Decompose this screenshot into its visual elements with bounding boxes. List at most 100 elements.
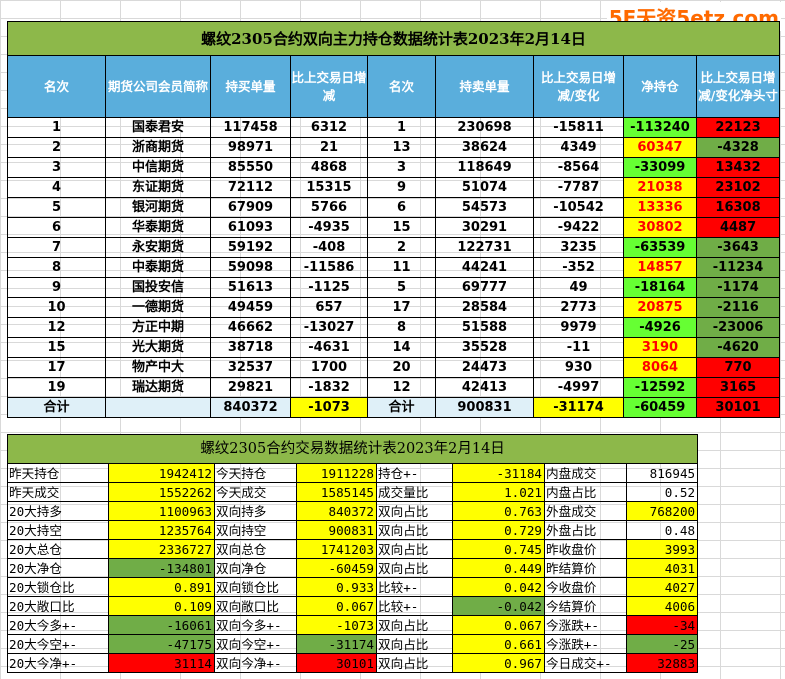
- table-cell[interactable]: 5: [7, 197, 106, 218]
- summary-cell[interactable]: 合计: [7, 397, 106, 418]
- stat-value[interactable]: 816945: [625, 463, 699, 483]
- table-cell[interactable]: -408: [290, 237, 368, 258]
- table-cell[interactable]: 51074: [435, 177, 534, 198]
- stat-label[interactable]: 今涨跌+-: [544, 615, 627, 635]
- stat-label[interactable]: 昨收盘价: [544, 539, 627, 559]
- table-cell[interactable]: 4487: [695, 217, 781, 238]
- stat-label[interactable]: 20大今空+-: [7, 634, 109, 654]
- table-cell[interactable]: 国投安信: [105, 277, 211, 298]
- column-header[interactable]: 比上交易日增减/变化净头寸: [695, 55, 781, 118]
- stat-value[interactable]: -60459: [296, 558, 377, 578]
- stat-value[interactable]: 0.067: [296, 596, 377, 616]
- table-cell[interactable]: -1125: [290, 277, 368, 298]
- stat-label[interactable]: 双向持空: [214, 520, 297, 540]
- table-cell[interactable]: 6: [367, 197, 436, 218]
- stat-value[interactable]: 840372: [296, 501, 377, 521]
- stat-label[interactable]: 双向持多: [214, 501, 297, 521]
- table-cell[interactable]: 54573: [435, 197, 534, 218]
- stat-label[interactable]: 双向占比: [376, 634, 453, 654]
- table-cell[interactable]: 8064: [623, 357, 697, 378]
- stat-value[interactable]: 768200: [625, 501, 699, 521]
- table-cell[interactable]: 3235: [533, 237, 624, 258]
- stat-label[interactable]: 成交量比: [376, 482, 453, 502]
- table-cell[interactable]: 122731: [435, 237, 534, 258]
- stat-label[interactable]: 今日成交+-: [544, 653, 627, 673]
- table-cell[interactable]: 物产中大: [105, 357, 211, 378]
- table-cell[interactable]: 2: [367, 237, 436, 258]
- table-cell[interactable]: 42413: [435, 377, 534, 398]
- column-header[interactable]: 持买单量: [210, 55, 291, 118]
- stat-value[interactable]: -1073: [296, 615, 377, 635]
- table-cell[interactable]: -113240: [623, 117, 697, 138]
- stat-value[interactable]: 0.042: [452, 577, 545, 597]
- table-cell[interactable]: 44241: [435, 257, 534, 278]
- table-cell[interactable]: 72112: [210, 177, 291, 198]
- stat-label[interactable]: 20大锁仓比: [7, 577, 109, 597]
- table-cell[interactable]: 59098: [210, 257, 291, 278]
- stat-label[interactable]: 双向占比: [376, 520, 453, 540]
- summary-cell[interactable]: -1073: [290, 397, 368, 418]
- table-cell[interactable]: 20: [367, 357, 436, 378]
- table-cell[interactable]: -23006: [695, 317, 781, 338]
- stat-label[interactable]: 外盘占比: [544, 520, 627, 540]
- table-cell[interactable]: 中信期货: [105, 157, 211, 178]
- table-cell[interactable]: -3643: [695, 237, 781, 258]
- table-cell[interactable]: 6: [7, 217, 106, 238]
- stat-label[interactable]: 持仓+-: [376, 463, 453, 483]
- table-cell[interactable]: 3190: [623, 337, 697, 358]
- table-cell[interactable]: 12: [367, 377, 436, 398]
- stat-label[interactable]: 20大今净+-: [7, 653, 109, 673]
- stat-label[interactable]: 双向锁仓比: [214, 577, 297, 597]
- table-cell[interactable]: 15315: [290, 177, 368, 198]
- stat-value[interactable]: -31184: [452, 463, 545, 483]
- summary-cell[interactable]: [105, 397, 211, 418]
- stat-value[interactable]: 31114: [108, 653, 215, 673]
- table-cell[interactable]: 60347: [623, 137, 697, 158]
- table-cell[interactable]: 770: [695, 357, 781, 378]
- table-cell[interactable]: 28584: [435, 297, 534, 318]
- stat-label[interactable]: 今收盘价: [544, 577, 627, 597]
- table-cell[interactable]: -7787: [533, 177, 624, 198]
- stat-value[interactable]: 0.109: [108, 596, 215, 616]
- stat-label[interactable]: 比较+-: [376, 577, 453, 597]
- stat-label[interactable]: 双向占比: [376, 539, 453, 559]
- table-cell[interactable]: 中泰期货: [105, 257, 211, 278]
- stat-label[interactable]: 20大净仓: [7, 558, 109, 578]
- stat-value[interactable]: 0.449: [452, 558, 545, 578]
- table-cell[interactable]: -1832: [290, 377, 368, 398]
- table-cell[interactable]: 38624: [435, 137, 534, 158]
- stat-label[interactable]: 20大总仓: [7, 539, 109, 559]
- table-cell[interactable]: 4868: [290, 157, 368, 178]
- table-cell[interactable]: 85550: [210, 157, 291, 178]
- table-cell[interactable]: 15: [7, 337, 106, 358]
- stat-label[interactable]: 双向占比: [376, 653, 453, 673]
- stat-label[interactable]: 双向占比: [376, 558, 453, 578]
- table-cell[interactable]: -18164: [623, 277, 697, 298]
- table-cell[interactable]: 24473: [435, 357, 534, 378]
- table-cell[interactable]: 67909: [210, 197, 291, 218]
- table-cell[interactable]: -13027: [290, 317, 368, 338]
- table-cell[interactable]: 23102: [695, 177, 781, 198]
- table-cell[interactable]: 51588: [435, 317, 534, 338]
- table-cell[interactable]: -4935: [290, 217, 368, 238]
- table-cell[interactable]: 117458: [210, 117, 291, 138]
- table-cell[interactable]: 21038: [623, 177, 697, 198]
- table-cell[interactable]: -63539: [623, 237, 697, 258]
- stat-value[interactable]: 4031: [625, 558, 699, 578]
- table-cell[interactable]: 20875: [623, 297, 697, 318]
- table-cell[interactable]: 69777: [435, 277, 534, 298]
- stat-label[interactable]: 双向总仓: [214, 539, 297, 559]
- column-header[interactable]: 名次: [7, 55, 106, 118]
- stat-value[interactable]: 1585145: [296, 482, 377, 502]
- stat-label[interactable]: 20大持空: [7, 520, 109, 540]
- stat-label[interactable]: 昨结算价: [544, 558, 627, 578]
- table-cell[interactable]: 9: [367, 177, 436, 198]
- column-header[interactable]: 持卖单量: [435, 55, 534, 118]
- stat-value[interactable]: 1552262: [108, 482, 215, 502]
- stat-value[interactable]: 1942412: [108, 463, 215, 483]
- table-cell[interactable]: 49459: [210, 297, 291, 318]
- table-cell[interactable]: 5766: [290, 197, 368, 218]
- table-cell[interactable]: 1: [367, 117, 436, 138]
- stat-value[interactable]: 0.52: [625, 482, 699, 502]
- table-cell[interactable]: -4328: [695, 137, 781, 158]
